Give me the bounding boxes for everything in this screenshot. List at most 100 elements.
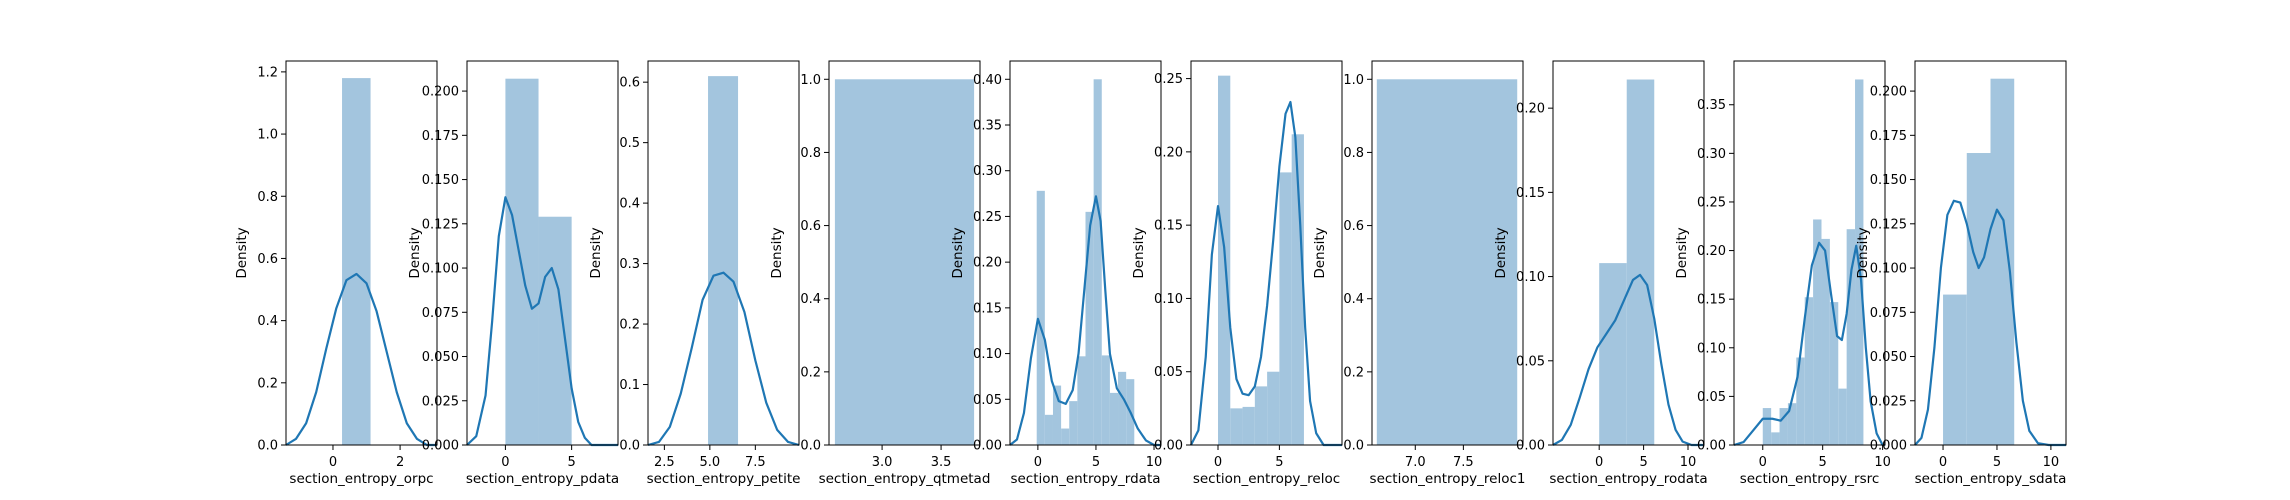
y-tick-label: 0.10 [1697, 341, 1726, 356]
x-tick-label: 5 [1092, 455, 1100, 470]
histogram-bar [1787, 403, 1797, 445]
y-tick-label: 0.05 [1697, 390, 1726, 405]
histogram-bar [1118, 371, 1127, 445]
y-tick-label: 0.25 [1154, 72, 1183, 87]
subplot-3: 0.0 0.1 0.2 0.3 0.4 0.5 0.6 2.5 5.0 7.5section_en… [588, 60, 800, 487]
histogram-bar [1943, 294, 1967, 445]
x-axis-label: section_entropy_orpc [289, 471, 433, 487]
y-tick-label: 0.35 [973, 119, 1002, 134]
axes-frame [466, 60, 619, 446]
y-tick-label: 0.15 [1697, 293, 1726, 308]
histogram-bar [1762, 408, 1772, 445]
y-tick-label: 0.15 [1154, 219, 1183, 234]
histogram-bar [1966, 153, 1991, 445]
y-tick-label: 0.2 [800, 365, 821, 380]
y-tick-label: 0.025 [422, 394, 459, 409]
y-tick-label: 0.0 [1343, 439, 1364, 454]
x-tick-label: 5 [1639, 455, 1647, 470]
y-tick-label: 0.4 [257, 314, 278, 329]
x-tick-label: 7.5 [745, 455, 766, 470]
axes-frame [828, 60, 981, 446]
histogram-bar [1829, 302, 1839, 445]
y-tick-label: 0.000 [422, 439, 459, 454]
kde-curve [466, 196, 618, 447]
x-tick-label: 0 [501, 455, 509, 470]
histogram-bar [708, 76, 739, 446]
x-tick-label: 5 [1275, 455, 1283, 470]
y-tick-label: 0.150 [422, 173, 459, 188]
histogram-bar [538, 216, 572, 445]
x-tick-label: 5 [1993, 455, 2001, 470]
x-axis-label: section_entropy_qtmetad [819, 471, 991, 487]
histogram-bar [1771, 432, 1780, 445]
y-tick-label: 0.4 [1343, 292, 1364, 307]
y-axis-label: Density [407, 227, 423, 278]
x-tick-label: 10 [1680, 455, 1697, 470]
y-tick-label: 0.2 [1343, 365, 1364, 380]
y-axis-label: Density [234, 227, 250, 278]
x-axis-label: section_entropy_rsrc [1740, 471, 1880, 487]
histogram-bar [1279, 172, 1292, 445]
y-tick-label: 0.15 [973, 301, 1002, 316]
kde-curve [1190, 100, 1342, 447]
axes-frame [285, 60, 438, 446]
y-tick-label: 0.25 [1697, 195, 1726, 210]
y-tick-label: 0.175 [422, 129, 459, 144]
subplot-2: 0.000 0.025 0.050 0.075 0.100 0.125 0.150 0.175… [407, 60, 619, 487]
histogram-bar [1093, 79, 1102, 446]
histogram-bar [1990, 78, 2015, 445]
y-axis-label: Density [769, 227, 785, 278]
x-tick-label: 2 [396, 455, 404, 470]
y-tick-label: 0.125 [1870, 217, 1907, 232]
y-tick-label: 0.075 [422, 306, 459, 321]
y-tick-label: 0.150 [1870, 173, 1907, 188]
y-tick-label: 0.200 [422, 85, 459, 100]
kde-curve [647, 271, 800, 447]
y-tick-label: 0.8 [1343, 146, 1364, 161]
axes-frame [1733, 60, 1886, 446]
y-tick-label: 0.35 [1697, 98, 1726, 113]
x-tick-label: 10 [2043, 455, 2060, 470]
y-tick-label: 0.4 [619, 197, 640, 212]
histogram-bar [834, 79, 975, 446]
histogram-bar [1838, 388, 1847, 445]
histogram-bar [1101, 355, 1110, 445]
y-tick-label: 0.075 [1870, 306, 1907, 321]
y-tick-label: 0.4 [800, 292, 821, 307]
y-tick-label: 0.40 [973, 73, 1002, 88]
histogram-bar [505, 78, 539, 445]
x-axis-label: section_entropy_rodata [1549, 471, 1707, 487]
histogram-bar [1821, 238, 1830, 445]
x-tick-label: 7.0 [1405, 455, 1426, 470]
subplot-9: 0.000.050.100.150.200.250.300.350 5 10sect… [1674, 60, 1891, 487]
y-tick-label: 0.2 [619, 318, 640, 333]
y-tick-label: 0.15 [1516, 186, 1545, 201]
kde-curve [1733, 241, 1885, 447]
y-tick-label: 0.00 [1697, 439, 1726, 454]
y-tick-label: 0.050 [1870, 350, 1907, 365]
y-tick-label: 0.025 [1870, 394, 1907, 409]
histogram-bar [1626, 79, 1655, 446]
y-tick-label: 0.6 [619, 76, 640, 91]
histogram-bar [1061, 428, 1070, 445]
y-tick-label: 0.30 [973, 164, 1002, 179]
y-tick-label: 0.10 [973, 347, 1002, 362]
y-axis-label: Density [1131, 227, 1147, 278]
y-tick-label: 0.000 [1870, 439, 1907, 454]
axes-frame [647, 60, 800, 446]
y-tick-label: 0.00 [1154, 439, 1183, 454]
histogram-bar [1376, 79, 1518, 446]
kde-curve [1552, 273, 1704, 447]
histogram-bar [1813, 219, 1822, 445]
y-tick-label: 0.8 [800, 146, 821, 161]
x-tick-label: 0 [1595, 455, 1603, 470]
y-axis-label: Density [1493, 227, 1509, 278]
y-tick-label: 0.100 [1870, 262, 1907, 277]
y-tick-label: 0.20 [1154, 145, 1183, 160]
subplot-4: 0.0 0.2 0.4 0.6 0.8 1.0 3.0 3.5section_entropy_… [769, 60, 991, 487]
x-tick-label: 0 [1759, 455, 1767, 470]
y-tick-label: 0.00 [973, 439, 1002, 454]
kde-curve [1009, 195, 1161, 447]
y-tick-label: 0.6 [257, 252, 278, 267]
